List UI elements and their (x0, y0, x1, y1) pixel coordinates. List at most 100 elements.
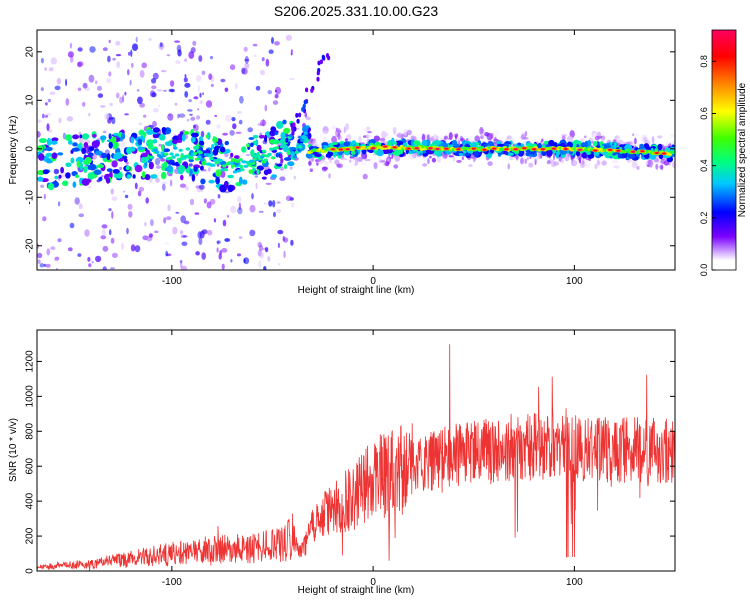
spectrogram-cell (72, 181, 77, 188)
spectrogram-cell (180, 174, 184, 181)
spectrogram-cell (147, 143, 154, 150)
spectrogram-cell (139, 70, 145, 78)
snr-y-tick-label: 200 (25, 527, 36, 544)
spectrogram-cell (189, 113, 193, 116)
spectrogram-cell (349, 159, 352, 163)
spectrogram-cell (190, 116, 196, 121)
spectrogram-cell (334, 159, 340, 165)
spectrogram-cell (209, 157, 214, 161)
spectrogram-cell (651, 136, 655, 144)
spectrogram-cell (265, 182, 272, 185)
spectrogram-cell (237, 196, 242, 203)
snr-y-tick-label: 1200 (25, 350, 36, 373)
spectrogram-cell (219, 276, 223, 283)
spectrogram-cell (153, 148, 158, 152)
spectrogram-cell (158, 143, 162, 147)
spectrogram-cell (84, 229, 90, 237)
spectrogram-cell (134, 182, 138, 190)
spectrogram-peak (435, 147, 440, 150)
spectrogram-cell (672, 140, 675, 146)
spectrogram-y-tick-label: 0 (25, 146, 36, 152)
spectrogram-cell (92, 133, 97, 138)
spectrogram-cell (305, 125, 310, 129)
spectrogram-cell (51, 137, 59, 142)
spectrogram-cell (87, 257, 91, 262)
spectrogram-cell (215, 169, 222, 177)
spectrogram-cell (322, 130, 329, 135)
spectrogram-cell (82, 101, 86, 107)
spectrogram-cell (284, 157, 292, 161)
spectrogram-cell (108, 208, 112, 212)
spectrogram-cell (184, 186, 189, 191)
spectrogram-cell (155, 150, 160, 154)
spectrogram-cell (238, 236, 243, 240)
spectrogram-x-ticks: -100 0 100 (162, 30, 583, 287)
spectrogram-cell (614, 136, 619, 139)
spectrogram-cell (252, 43, 258, 47)
spectrogram-cell (583, 135, 587, 139)
spectrogram-cell (304, 112, 308, 118)
spectrogram-cell (293, 175, 297, 180)
spectrogram-cell (154, 230, 159, 234)
spectrogram-cell (121, 242, 124, 250)
spectrogram-cell (671, 150, 675, 155)
spectrogram-cell (241, 67, 248, 75)
spectrogram-cell (211, 144, 215, 150)
spectrogram-cell (548, 139, 555, 147)
spectrogram-cell (188, 158, 194, 163)
spectrogram-cell (88, 152, 94, 157)
spectrogram-cell (168, 88, 175, 93)
spectrogram-cell (229, 161, 234, 165)
spectrogram-cell (199, 230, 205, 239)
spectrogram-cell (108, 133, 112, 140)
spectrogram-cell (330, 142, 339, 145)
spectrogram-cell (178, 113, 186, 118)
spectrogram-cell (507, 163, 511, 170)
spectrogram-cell (261, 57, 265, 62)
spectrogram-cell (84, 271, 89, 276)
spectrogram-cell (137, 138, 143, 146)
colorbar-tick-label: 0.2 (699, 212, 709, 225)
spectrogram-peak (552, 147, 556, 150)
spectrogram-cell (54, 257, 59, 262)
spectrogram-cell (583, 160, 590, 169)
spectrogram-cell (269, 130, 277, 137)
spectrogram-cell (197, 108, 200, 111)
spectrogram-cell (448, 155, 454, 158)
spectrogram-cell (279, 176, 286, 181)
spectrogram-cell (110, 188, 114, 195)
spectrogram-cell (298, 112, 302, 118)
spectrogram-cell (134, 245, 141, 253)
spectrogram-cell (102, 266, 107, 270)
spectrogram-cell (50, 246, 56, 251)
spectrogram-cell (164, 242, 170, 245)
spectrogram-cell (402, 142, 408, 147)
spectrogram-cell (231, 117, 236, 122)
spectrogram-cell (143, 114, 147, 118)
chart-title: S206.2025.331.10.00.G23 (274, 3, 438, 19)
spectrogram-cell (137, 146, 145, 151)
spectrogram-peak (482, 148, 487, 151)
spectrogram-cell (128, 211, 133, 218)
spectrogram-cell (211, 163, 216, 167)
spectrogram-y-tick-label: -10 (25, 190, 36, 205)
spectrogram-cell (283, 127, 291, 134)
spectrogram-cell (44, 67, 47, 71)
spectrogram-cell (193, 96, 199, 100)
spectrogram-cell (37, 252, 43, 259)
spectrogram-cell (653, 138, 657, 145)
spectrogram-cell (87, 172, 95, 180)
spectrogram-cell (413, 140, 421, 146)
spectrogram-cell (45, 152, 53, 157)
spectrogram-cell (189, 168, 193, 176)
spectrogram-cell (587, 140, 592, 147)
spectrogram-cell (617, 153, 622, 159)
spectrogram-cell (214, 114, 218, 117)
spectrogram-cell (316, 76, 320, 82)
spectrogram-cell (191, 132, 199, 138)
spectrogram-cell (336, 163, 342, 168)
spectrogram-peak (406, 147, 411, 150)
spectrogram-cell (125, 161, 129, 165)
spectrogram-cell (260, 155, 265, 159)
spectrogram-cell (226, 214, 230, 218)
